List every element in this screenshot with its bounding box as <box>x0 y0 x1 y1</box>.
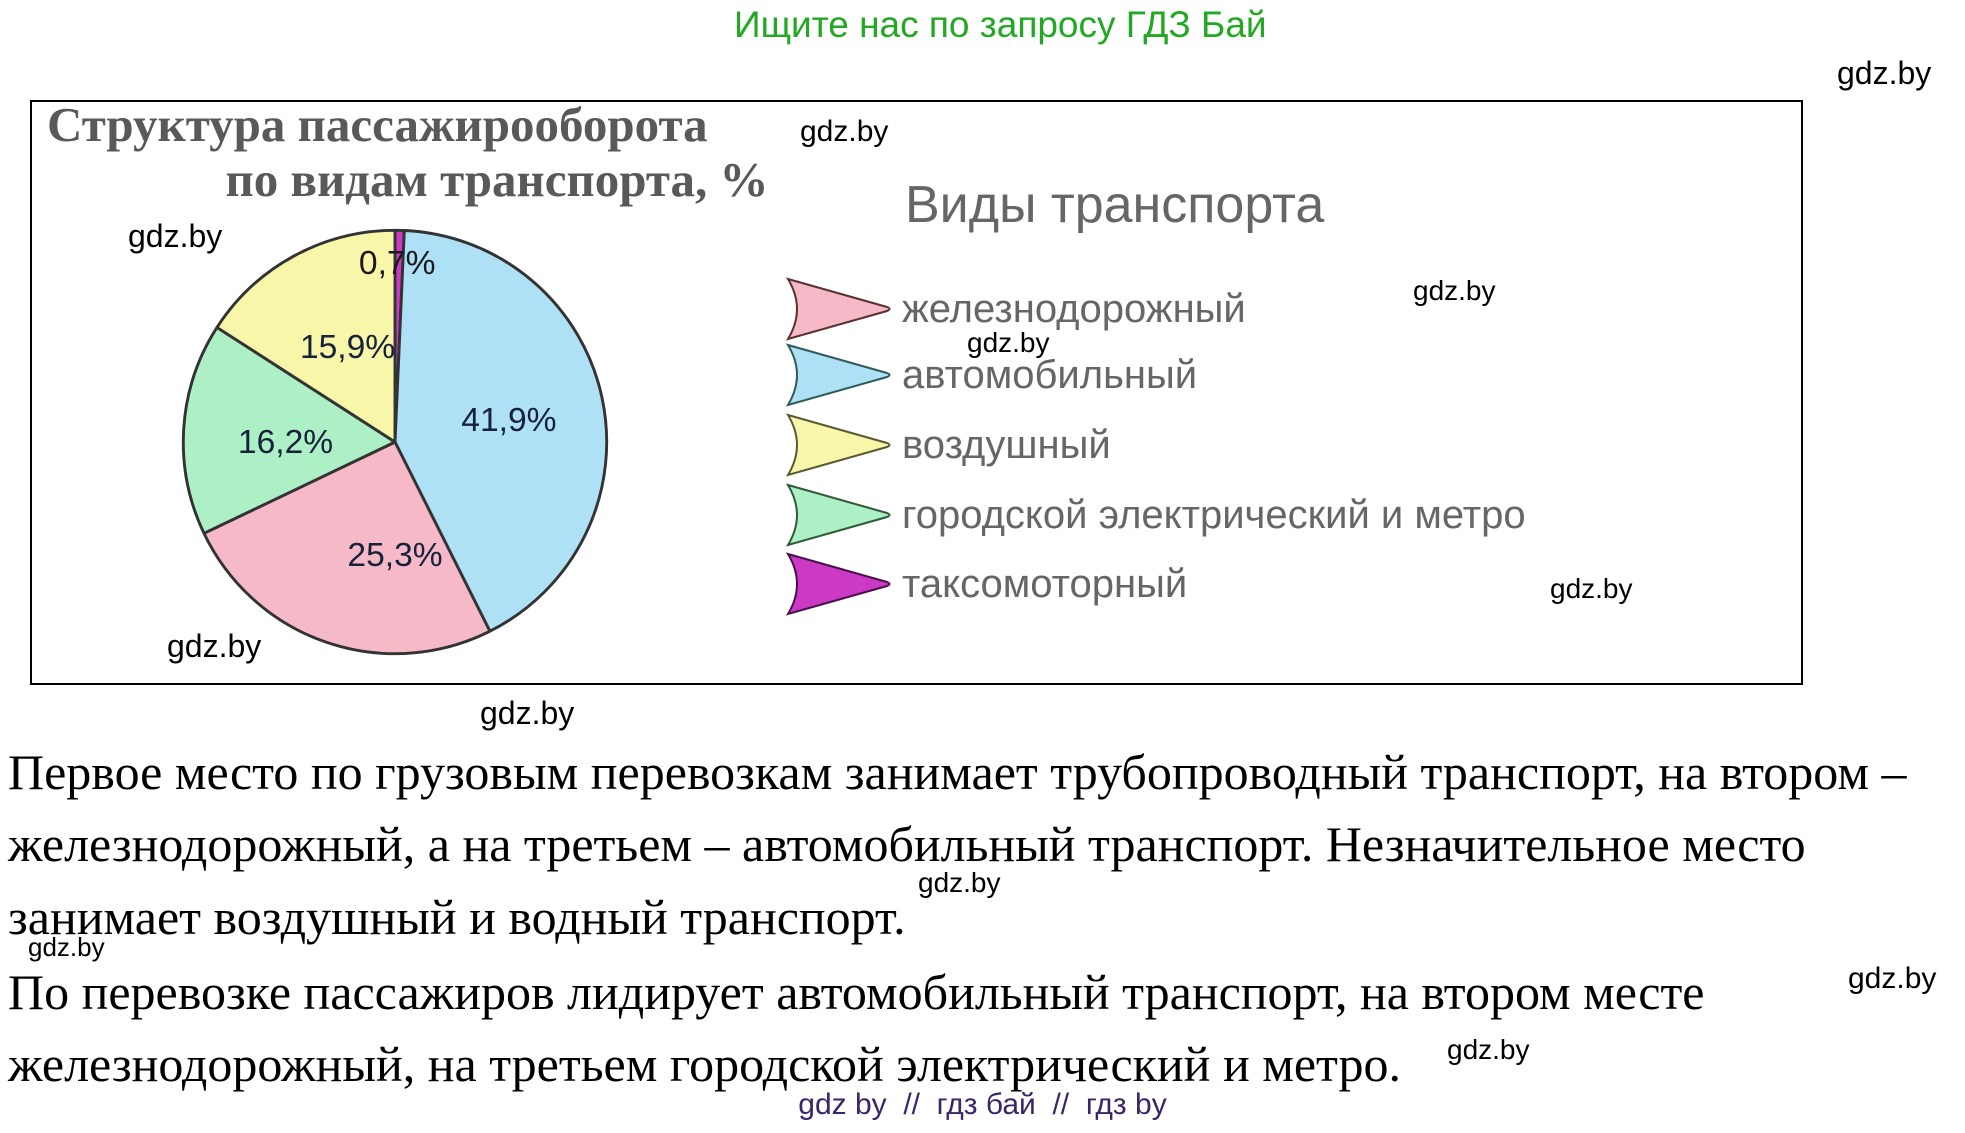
svg-text:25,3%: 25,3% <box>347 537 442 574</box>
svg-text:16,2%: 16,2% <box>238 424 333 461</box>
svg-text:0,7%: 0,7% <box>359 245 436 282</box>
svg-text:15,9%: 15,9% <box>300 329 395 366</box>
svg-text:41,9%: 41,9% <box>461 402 556 439</box>
